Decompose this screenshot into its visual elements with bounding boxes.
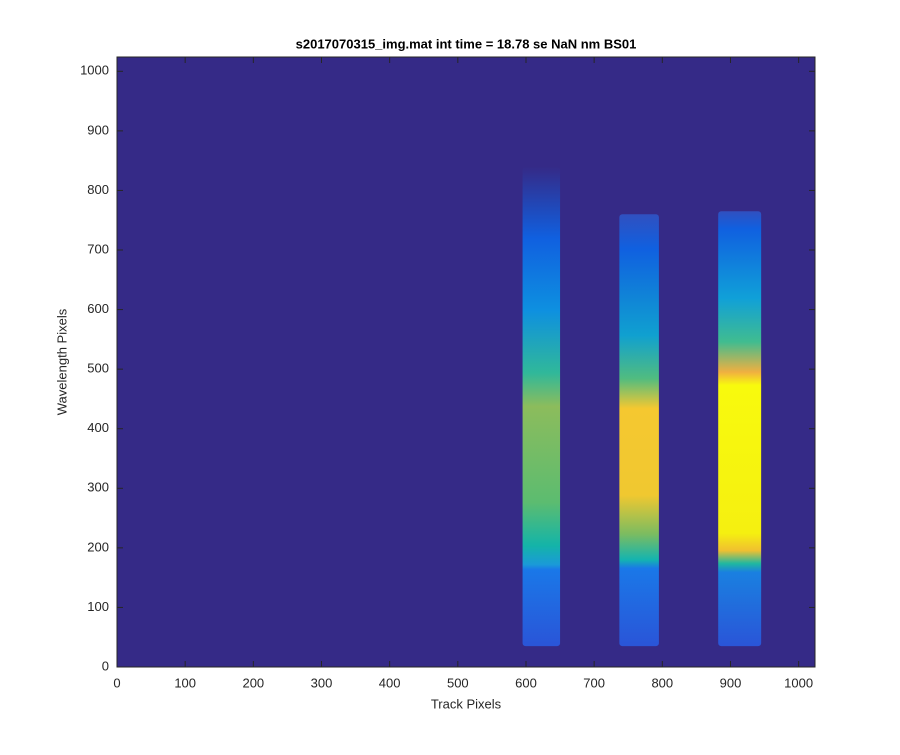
y-axis-label: Wavelength Pixels (54, 308, 69, 415)
x-tick-label: 600 (515, 675, 537, 690)
y-tick-label: 400 (87, 420, 109, 435)
track-band (522, 166, 561, 647)
y-tick-label: 500 (87, 361, 109, 376)
x-tick-label: 200 (242, 675, 264, 690)
y-tick-label: 300 (87, 480, 109, 495)
x-tick-label: 400 (379, 675, 401, 690)
y-tick-label: 900 (87, 122, 109, 137)
y-tick-label: 800 (87, 182, 109, 197)
y-tick-label: 100 (87, 599, 109, 614)
x-tick-label: 300 (311, 675, 333, 690)
x-tick-label: 1000 (784, 675, 813, 690)
x-tick-label: 0 (113, 675, 120, 690)
x-tick-label: 500 (447, 675, 469, 690)
track-band (718, 211, 762, 647)
y-tick-label: 600 (87, 301, 109, 316)
y-tick-label: 200 (87, 539, 109, 554)
chart-title: s2017070315_img.mat int time = 18.78 se … (296, 36, 637, 51)
x-tick-label: 100 (174, 675, 196, 690)
x-tick-label: 800 (651, 675, 673, 690)
track-band (619, 214, 659, 647)
y-tick-label: 0 (102, 658, 109, 673)
axes-box (116, 56, 816, 668)
x-tick-label: 700 (583, 675, 605, 690)
y-tick-label: 700 (87, 241, 109, 256)
x-tick-label: 900 (720, 675, 742, 690)
image-background (117, 57, 815, 667)
x-axis-label: Track Pixels (431, 696, 502, 711)
y-tick-label: 1000 (80, 63, 109, 78)
